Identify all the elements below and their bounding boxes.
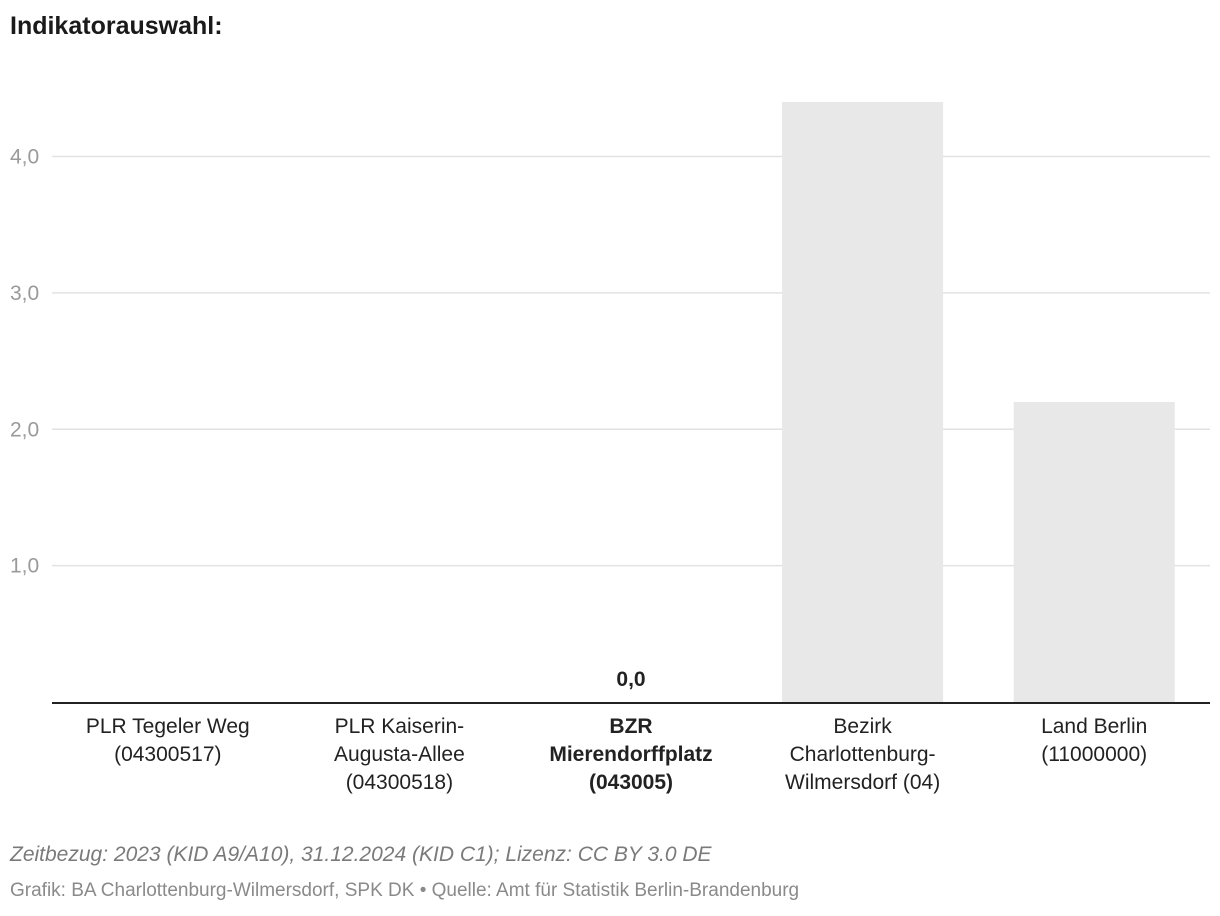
x-category-label-line: PLR Tegeler Weg	[86, 715, 250, 738]
footer-source: Grafik: BA Charlottenburg-Wilmersdorf, S…	[10, 880, 800, 901]
x-category-label: PLR Kaiserin- Augusta-Allee (04300518)	[334, 715, 465, 794]
x-category-label: PLR Tegeler Weg (04300517)	[86, 715, 250, 766]
x-category-label-line: Land Berlin	[1041, 715, 1147, 738]
x-category-label-line: Bezirk	[833, 715, 892, 738]
y-tick-label: 3,0	[10, 282, 39, 305]
x-category-label-line: Wilmersdorf (04)	[785, 771, 940, 794]
data-label: 0,0	[616, 668, 645, 691]
category-labels: PLR Tegeler Weg (04300517) PLR Kaiserin- Au…	[86, 715, 1147, 794]
bars	[782, 102, 1175, 702]
y-tick-label: 1,0	[10, 555, 39, 578]
x-category-label-line: PLR Kaiserin-	[335, 715, 465, 738]
x-category-label-line: BZR	[609, 715, 652, 738]
bar	[1013, 402, 1175, 702]
x-category-label: Bezirk Charlottenburg- Wilmersdorf (04)	[785, 715, 940, 794]
bar	[782, 102, 944, 702]
y-axis-ticks: 1,0 2,0 3,0 4,0	[10, 146, 39, 578]
x-category-label-line: (04300517)	[114, 743, 221, 766]
x-category-label-line: Charlottenburg-	[790, 743, 936, 766]
x-category-label-line: (04300518)	[346, 771, 453, 794]
x-category-label-line: Augusta-Allee	[334, 743, 465, 766]
x-category-label-line: (11000000)	[1041, 743, 1147, 766]
data-labels: 0,0	[616, 668, 645, 691]
y-tick-label: 4,0	[10, 146, 39, 169]
footer-time-reference: Zeitbezug: 2023 (KID A9/A10), 31.12.2024…	[10, 843, 712, 866]
x-category-label: BZR Mierendorffplatz (043005)	[549, 715, 712, 794]
x-category-label: Land Berlin (11000000)	[1041, 715, 1147, 766]
x-category-label-line: Mierendorffplatz	[549, 743, 712, 766]
x-category-label-line: (043005)	[589, 771, 673, 794]
chart-title: Indikatorauswahl:	[10, 12, 223, 40]
bar-chart: 1,02,03,04,0 PLR Tegeler Weg (04300517)PL…	[10, 102, 1210, 794]
y-tick-label: 2,0	[10, 418, 39, 441]
